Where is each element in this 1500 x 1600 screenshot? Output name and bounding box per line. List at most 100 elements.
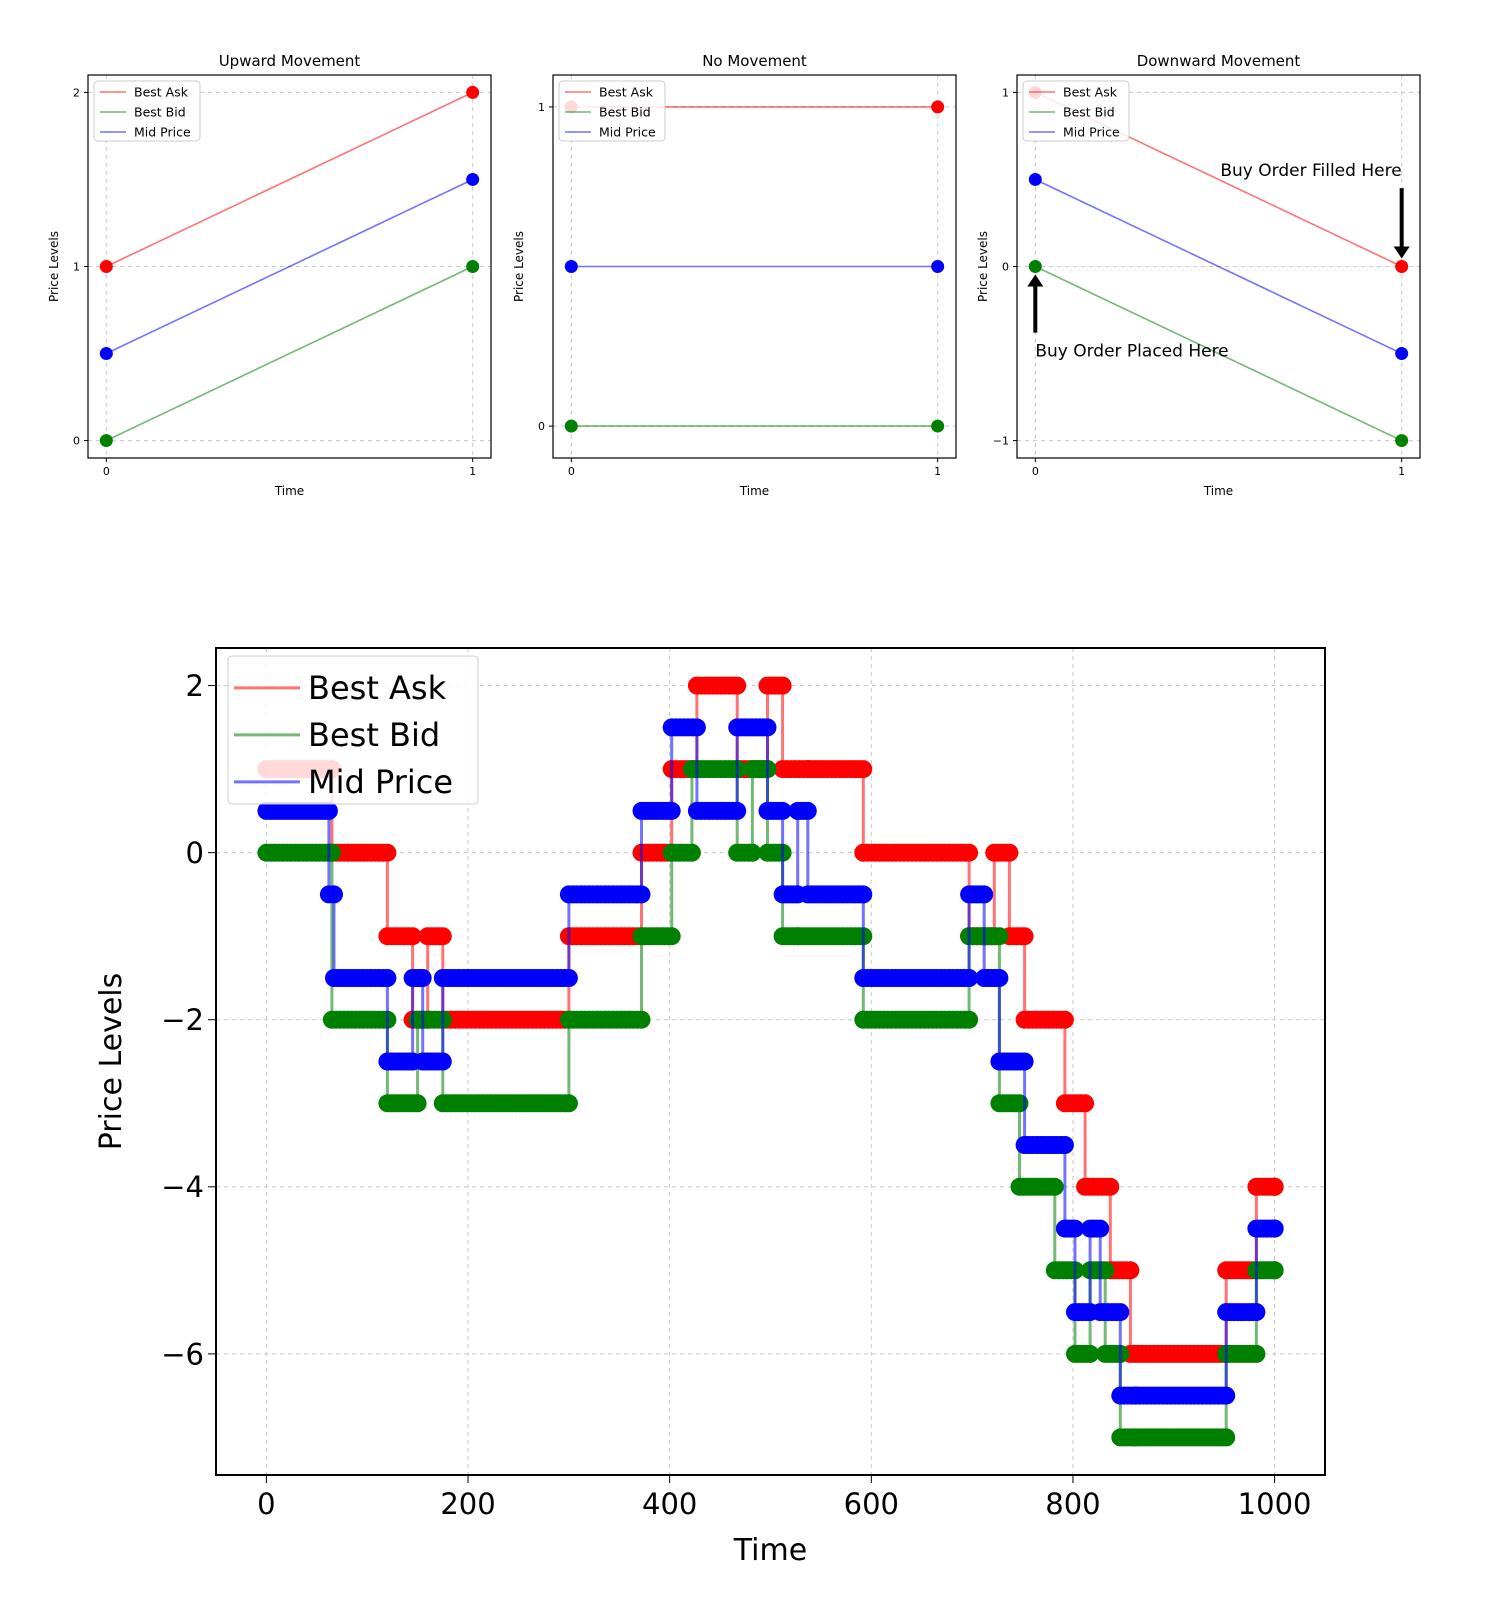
data-point bbox=[960, 843, 979, 862]
data-point bbox=[682, 843, 701, 862]
data-point bbox=[1055, 1136, 1074, 1154]
legend-label: Best Bid bbox=[308, 716, 440, 754]
data-point bbox=[559, 969, 578, 987]
x-tick-label: 1 bbox=[1398, 465, 1405, 478]
chart-panel-1: 0 1 0 1 2 Upward Movement Time Price Levels Best… bbox=[47, 52, 492, 498]
data-point bbox=[960, 969, 979, 987]
data-point bbox=[773, 801, 792, 820]
data-point bbox=[466, 172, 480, 186]
y-tick-label: 1 bbox=[73, 260, 80, 273]
legend-box bbox=[93, 80, 201, 142]
data-point bbox=[1101, 1177, 1120, 1196]
data-point bbox=[854, 760, 873, 779]
data-point bbox=[325, 885, 343, 904]
annotation-label: Buy Order Placed Here bbox=[1035, 342, 1228, 362]
legend: Best Ask Best Bid Mid Price bbox=[227, 655, 479, 805]
x-tick-label: 200 bbox=[440, 1487, 495, 1521]
data-point bbox=[1395, 434, 1409, 448]
chart-panel-3: 0 1 −1 0 1 Downward Movement Time Price Levels B… bbox=[976, 52, 1421, 498]
data-point bbox=[854, 885, 873, 904]
data-point bbox=[559, 1094, 578, 1113]
y-tick-label: 0 bbox=[73, 435, 80, 448]
y-tick-label: 2 bbox=[186, 669, 204, 703]
data-point bbox=[1028, 172, 1042, 186]
data-point bbox=[1091, 1219, 1110, 1238]
legend: Best Ask Best Bid Mid Price bbox=[558, 80, 666, 142]
y-axis-label: Price Levels bbox=[47, 231, 61, 302]
legend-label: Best Ask bbox=[308, 669, 447, 707]
x-tick-label: 800 bbox=[1045, 1487, 1100, 1521]
legend-label: Mid Price bbox=[308, 763, 453, 801]
x-tick-label: 600 bbox=[844, 1487, 899, 1521]
y-tick-label: 0 bbox=[1002, 260, 1009, 273]
data-point bbox=[798, 801, 817, 820]
x-axis-label: Time bbox=[274, 484, 304, 498]
legend-label: Best Bid bbox=[134, 104, 186, 119]
data-point bbox=[743, 843, 762, 862]
series-line-best-ask bbox=[105, 91, 474, 268]
data-point bbox=[1395, 260, 1409, 273]
data-point bbox=[378, 843, 397, 862]
x-axis-label: Time bbox=[739, 484, 769, 498]
x-tick-label: 0 bbox=[103, 465, 110, 478]
chart-title: Downward Movement bbox=[1137, 52, 1301, 70]
data-point bbox=[433, 927, 452, 946]
annotation-label: Buy Order Filled Here bbox=[1220, 161, 1401, 181]
x-tick-label: 1000 bbox=[1238, 1487, 1312, 1521]
data-point bbox=[1045, 1177, 1064, 1196]
plot-frame bbox=[552, 74, 957, 459]
data-point bbox=[433, 1052, 452, 1071]
data-point bbox=[378, 969, 397, 987]
data-point bbox=[322, 843, 341, 862]
data-point bbox=[1081, 1344, 1100, 1363]
y-tick-label: 0 bbox=[538, 420, 545, 433]
data-point bbox=[319, 801, 338, 820]
chart-panel-4: 0 200 400 600 800 1000 2 0 −2 −4 −6 Time Price Level… bbox=[94, 647, 1326, 1568]
legend-box bbox=[558, 80, 666, 142]
data-point bbox=[1121, 1261, 1140, 1280]
data-point bbox=[758, 718, 777, 737]
data-point bbox=[728, 676, 747, 695]
data-point bbox=[1247, 1344, 1266, 1363]
legend-label: Mid Price bbox=[1063, 124, 1120, 139]
x-tick-label: 0 bbox=[1032, 465, 1039, 478]
data-point bbox=[960, 1010, 979, 1029]
data-point bbox=[1000, 843, 1019, 862]
data-point bbox=[564, 260, 578, 273]
legend-label: Best Bid bbox=[1063, 104, 1115, 119]
legend-label: Mid Price bbox=[134, 124, 191, 139]
data-point bbox=[564, 419, 578, 433]
x-tick-label: 1 bbox=[469, 465, 476, 478]
data-point bbox=[408, 1094, 427, 1113]
data-point bbox=[1028, 260, 1042, 273]
legend-box bbox=[1022, 80, 1130, 142]
x-tick-label: 0 bbox=[257, 1487, 275, 1521]
data-point bbox=[1217, 1386, 1236, 1405]
data-point bbox=[466, 260, 480, 273]
data-point bbox=[931, 100, 945, 114]
x-tick-label: 1 bbox=[934, 465, 941, 478]
y-tick-label: 2 bbox=[73, 86, 80, 99]
data-point bbox=[931, 419, 945, 433]
y-tick-label: −6 bbox=[161, 1337, 204, 1371]
data-point bbox=[990, 969, 1009, 987]
data-point bbox=[632, 1010, 651, 1029]
data-point bbox=[1066, 1219, 1084, 1238]
data-point bbox=[99, 434, 113, 448]
data-point bbox=[1247, 1303, 1266, 1322]
y-tick-label: 1 bbox=[538, 101, 545, 114]
annotation-arrow-head bbox=[1393, 246, 1410, 259]
y-tick-label: 0 bbox=[186, 836, 204, 870]
data-point bbox=[931, 260, 945, 273]
y-tick-label: −2 bbox=[161, 1003, 204, 1037]
x-tick-label: 0 bbox=[568, 465, 575, 478]
data-point bbox=[1015, 1052, 1034, 1071]
data-point bbox=[466, 85, 480, 99]
legend-label: Best Ask bbox=[599, 84, 654, 99]
y-tick-label: −4 bbox=[161, 1170, 204, 1204]
data-point bbox=[99, 347, 113, 361]
data-point bbox=[1265, 1177, 1284, 1196]
data-point bbox=[1055, 1010, 1074, 1029]
